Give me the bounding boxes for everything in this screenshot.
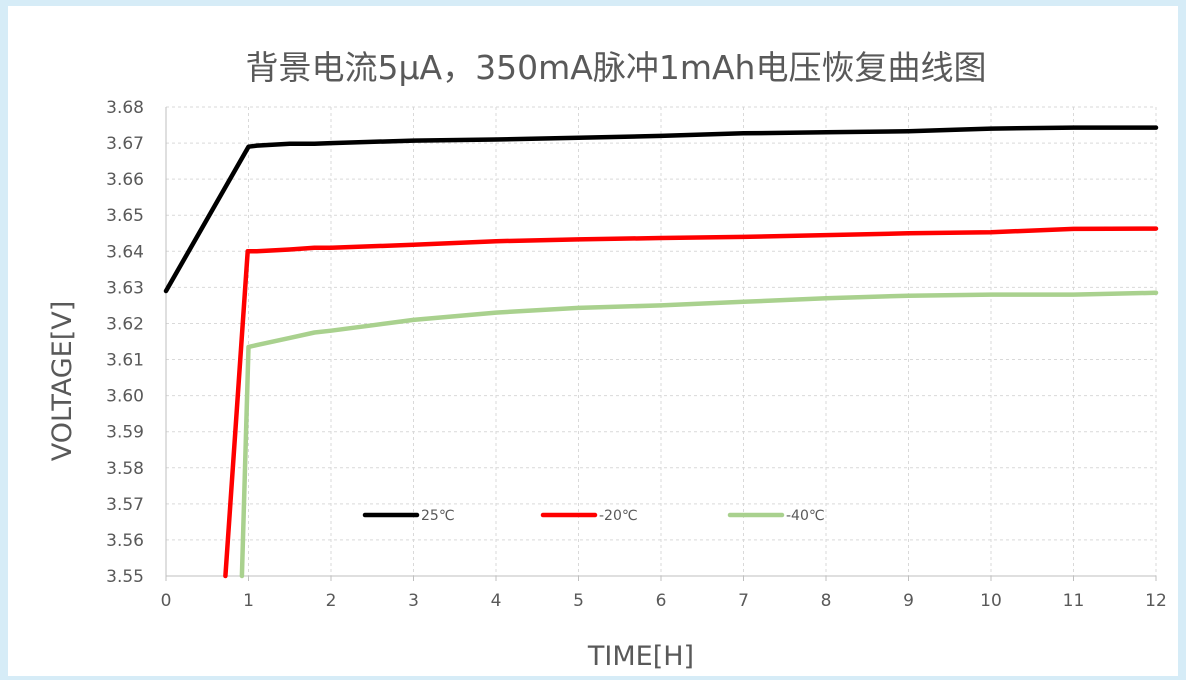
x-tick-label: 4 bbox=[491, 591, 502, 611]
x-tick-label: 6 bbox=[656, 591, 667, 611]
x-tick-label: 12 bbox=[1145, 591, 1167, 611]
y-tick-label: 3.67 bbox=[106, 134, 144, 154]
y-tick-label: 3.68 bbox=[106, 98, 144, 118]
y-tick-label: 3.55 bbox=[106, 567, 144, 587]
legend-label: -20℃ bbox=[599, 508, 638, 524]
x-tick-labels: 0 1 2 3 4 5 6 7 8 9 10 11 12 bbox=[161, 591, 1167, 611]
chart-title: 背景电流5μA，350mA脉冲1mAh电压恢复曲线图 bbox=[246, 48, 987, 87]
series-line-3 bbox=[239, 290, 1159, 579]
x-tick-label: 9 bbox=[903, 591, 914, 611]
y-tick-label: 3.66 bbox=[106, 170, 144, 190]
x-tick-label: 8 bbox=[821, 591, 832, 611]
series-line-2 bbox=[223, 226, 1159, 579]
x-tick-label: 3 bbox=[408, 591, 419, 611]
y-tick-label: 3.60 bbox=[106, 387, 144, 407]
y-tick-label: 3.58 bbox=[106, 459, 144, 479]
y-tick-label: 3.61 bbox=[106, 351, 144, 371]
gridlines bbox=[166, 106, 1157, 577]
x-tick-label: 1 bbox=[243, 591, 254, 611]
plot-area bbox=[163, 125, 1159, 579]
y-tick-label: 3.57 bbox=[106, 495, 144, 515]
x-tick-label: 10 bbox=[980, 591, 1002, 611]
x-tick-label: 2 bbox=[326, 591, 337, 611]
y-tick-label: 3.62 bbox=[106, 314, 144, 334]
legend-label: 25℃ bbox=[421, 508, 455, 524]
y-tick-labels: 3.55 3.56 3.57 3.58 3.59 3.60 3.61 3.62 3.63 3.64… bbox=[106, 98, 144, 587]
x-tick-label: 0 bbox=[161, 591, 172, 611]
legend-label: -40℃ bbox=[786, 508, 825, 524]
x-tick-label: 7 bbox=[738, 591, 749, 611]
y-tick-label: 3.59 bbox=[106, 423, 144, 443]
x-tick-label: 5 bbox=[573, 591, 584, 611]
x-tick-label: 11 bbox=[1063, 591, 1085, 611]
legend: 25℃ -20℃ -40℃ bbox=[362, 508, 825, 524]
y-axis-label: VOLTAGE[V] bbox=[47, 301, 78, 461]
y-tick-label: 3.63 bbox=[106, 278, 144, 298]
series-line-1 bbox=[163, 125, 1159, 294]
axes bbox=[165, 107, 1157, 581]
y-tick-label: 3.56 bbox=[106, 531, 144, 551]
y-tick-label: 3.64 bbox=[106, 242, 144, 262]
x-axis-label: TIME[H] bbox=[587, 641, 694, 672]
y-tick-label: 3.65 bbox=[106, 206, 144, 226]
